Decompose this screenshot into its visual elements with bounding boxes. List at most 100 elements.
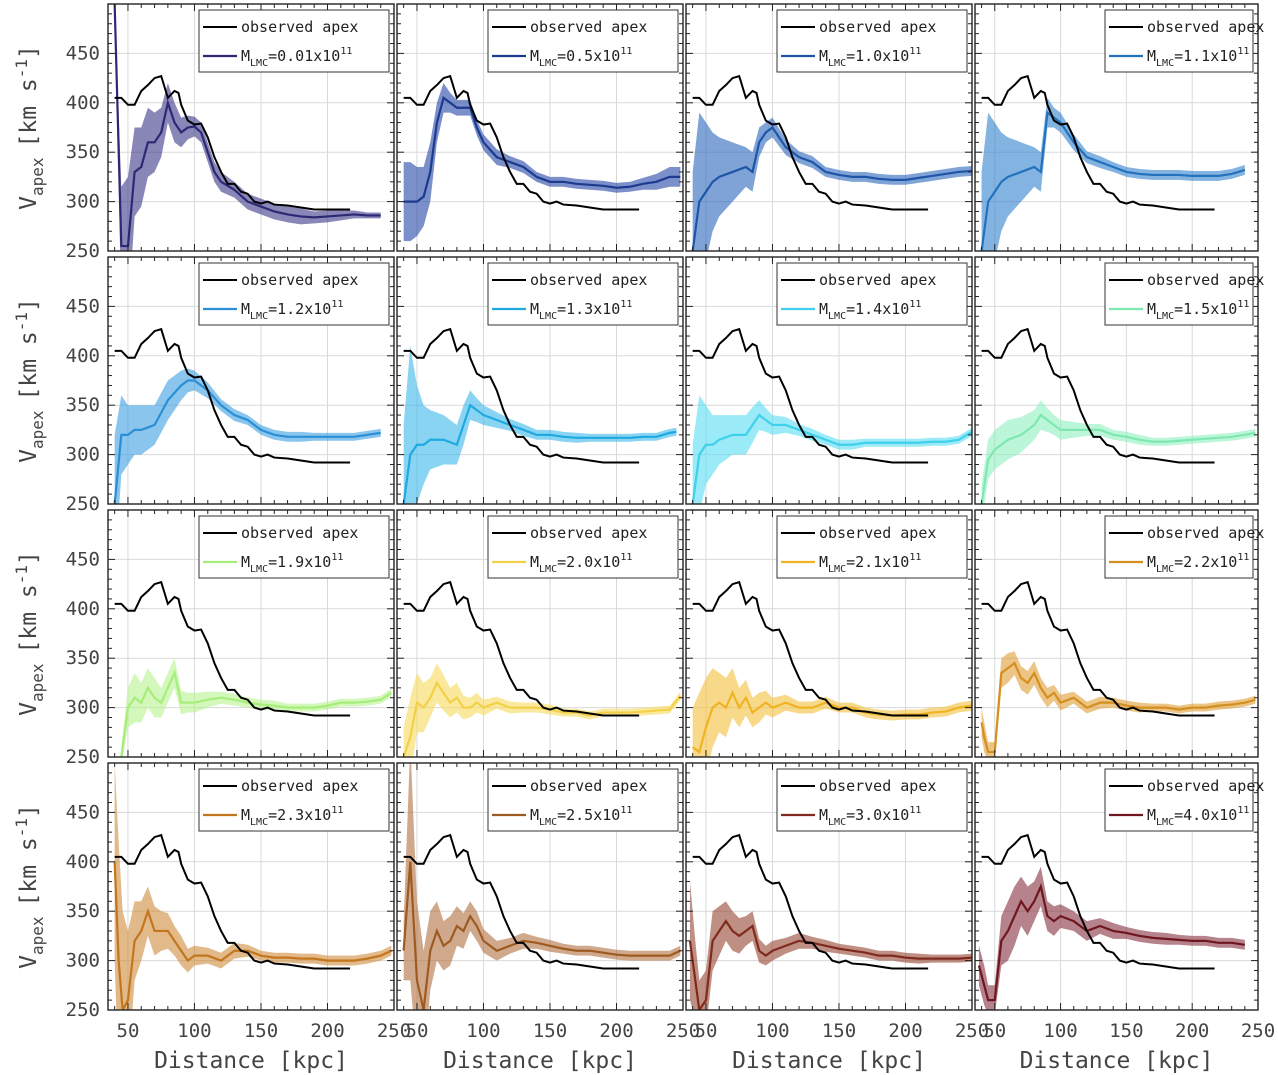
y-tick-label: 400 xyxy=(66,851,100,873)
y-tick-label: 300 xyxy=(66,191,100,213)
panel-plot-area xyxy=(980,580,1256,757)
uncertainty-band xyxy=(403,663,681,757)
legend-label-exp: 11 xyxy=(1237,46,1249,57)
legend: observed apex MLMC=1.1x1011 xyxy=(1104,9,1264,73)
legend-label-prefix: M xyxy=(819,300,828,318)
panel-frame xyxy=(396,256,684,505)
y-tick-label: 450 xyxy=(66,801,100,823)
legend-label-prefix: M xyxy=(1147,553,1156,571)
legend-label-value: =3.0x10 xyxy=(846,806,909,824)
legend-model-label: MLMC=4.0x1011 xyxy=(1147,805,1249,828)
observed-line xyxy=(692,327,929,464)
y-axis-label: Vapex [km s-1] xyxy=(12,804,47,969)
model-line xyxy=(113,4,381,248)
legend-observed-label: observed apex xyxy=(241,777,358,795)
model-line xyxy=(977,883,1246,1002)
legend-box xyxy=(198,9,390,73)
observed-line xyxy=(403,327,640,464)
y-label-sub: apex xyxy=(28,157,47,196)
panel-frame xyxy=(974,3,1259,252)
legend-label-exp: 11 xyxy=(1237,552,1249,563)
y-label-close: ] xyxy=(16,45,42,59)
legend-model-label: MLMC=2.2x1011 xyxy=(1147,552,1249,575)
legend-label-prefix: M xyxy=(241,47,250,65)
legend-model-label: MLMC=1.5x1011 xyxy=(1147,299,1249,322)
panel-frame xyxy=(396,509,684,758)
legend-label-exp: 11 xyxy=(331,552,343,563)
legend-label-sub: LMC xyxy=(250,564,268,575)
legend-label-value: =1.1x10 xyxy=(1174,47,1237,65)
legend-box xyxy=(776,262,968,326)
legend-label-value: =1.3x10 xyxy=(557,300,620,318)
legend-label-value: =1.2x10 xyxy=(268,300,331,318)
panel-9: observed apex MLMC=2.0x1011 xyxy=(396,509,684,758)
legend-label-exp: 11 xyxy=(620,805,632,816)
uncertainty-band xyxy=(403,763,681,1010)
legend-label-prefix: M xyxy=(530,47,539,65)
model-line xyxy=(120,669,392,757)
x-tick-label: 150 xyxy=(533,1020,567,1042)
legend-label-value: =0.5x10 xyxy=(557,47,620,65)
legend-label-prefix: M xyxy=(819,47,828,65)
legend-label-exp: 11 xyxy=(1237,805,1249,816)
x-tick-label: 50 xyxy=(406,1020,429,1042)
legend-label-value: =2.3x10 xyxy=(268,806,331,824)
legend: observed apex MLMC=2.5x1011 xyxy=(487,768,679,832)
legend: observed apex MLMC=4.0x1011 xyxy=(1104,768,1264,832)
panel-3: observed apex MLMC=1.1x1011 xyxy=(974,3,1264,252)
legend: observed apex MLMC=0.01x1011 xyxy=(198,9,390,73)
legend-box xyxy=(198,768,390,832)
legend-label-exp: 11 xyxy=(909,805,921,816)
legend-label-exp: 11 xyxy=(331,299,343,310)
legend-box xyxy=(487,9,679,73)
panel-1: observed apex MLMC=0.5x1011 xyxy=(396,3,684,252)
legend-label-sub: LMC xyxy=(828,817,846,828)
legend: observed apex MLMC=3.0x1011 xyxy=(776,768,968,832)
y-label-main: V xyxy=(16,955,42,969)
legend: observed apex MLMC=0.5x1011 xyxy=(487,9,679,73)
x-tick-label: 100 xyxy=(466,1020,500,1042)
legend-label-exp: 11 xyxy=(620,299,632,310)
uncertainty-band xyxy=(692,112,972,251)
x-tick-label: 50 xyxy=(117,1020,140,1042)
panel-12: 250 300 350 400 450 50 100 150 200 250 Distance [k… xyxy=(12,762,411,1074)
panel-5: observed apex MLMC=1.3x1011 xyxy=(396,256,684,505)
legend-box xyxy=(487,768,679,832)
legend-box xyxy=(487,262,679,326)
y-label-unit: [km s xyxy=(16,331,42,400)
x-tick-label: 150 xyxy=(822,1020,856,1042)
y-label-exp: -1 xyxy=(12,565,31,584)
panel-14: 50 100 150 200 250 Distance [kpc] observed ape… xyxy=(685,762,989,1074)
legend-label-sub: LMC xyxy=(250,817,268,828)
panel-plot-area xyxy=(402,327,677,504)
x-tick-label: 50 xyxy=(695,1020,718,1042)
legend-label-value: =1.0x10 xyxy=(846,47,909,65)
panel-plot-area xyxy=(114,580,392,757)
legend: observed apex MLMC=1.4x1011 xyxy=(776,262,968,326)
legend: observed apex MLMC=1.2x1011 xyxy=(198,262,390,326)
x-tick-label: 200 xyxy=(1175,1020,1209,1042)
legend-box xyxy=(487,515,679,579)
legend-label-sub: LMC xyxy=(828,311,846,322)
x-axis-label: Distance [kpc] xyxy=(154,1048,348,1074)
panel-plot-area xyxy=(980,74,1246,251)
model-line xyxy=(113,379,381,504)
observed-line xyxy=(403,580,640,717)
uncertainty-band xyxy=(689,881,972,1010)
panel-frame xyxy=(685,256,973,505)
panel-plot-area xyxy=(691,74,972,251)
legend-label-value: =1.4x10 xyxy=(846,300,909,318)
panel-plot-area xyxy=(113,4,381,251)
x-tick-label: 250 xyxy=(955,1020,989,1042)
legend-label-exp: 11 xyxy=(909,552,921,563)
legend-model-label: MLMC=1.9x1011 xyxy=(241,552,343,575)
uncertainty-band xyxy=(692,668,972,757)
legend-observed-label: observed apex xyxy=(241,271,358,289)
uncertainty-band xyxy=(114,763,392,1010)
panel-4: 250 300 350 400 450 observed apex MLMC=1.2x101… xyxy=(12,256,395,515)
panel-6: observed apex MLMC=1.4x1011 xyxy=(685,256,973,505)
model-line xyxy=(113,861,392,1010)
x-tick-label: 250 xyxy=(666,1020,700,1042)
uncertainty-band xyxy=(403,345,677,504)
